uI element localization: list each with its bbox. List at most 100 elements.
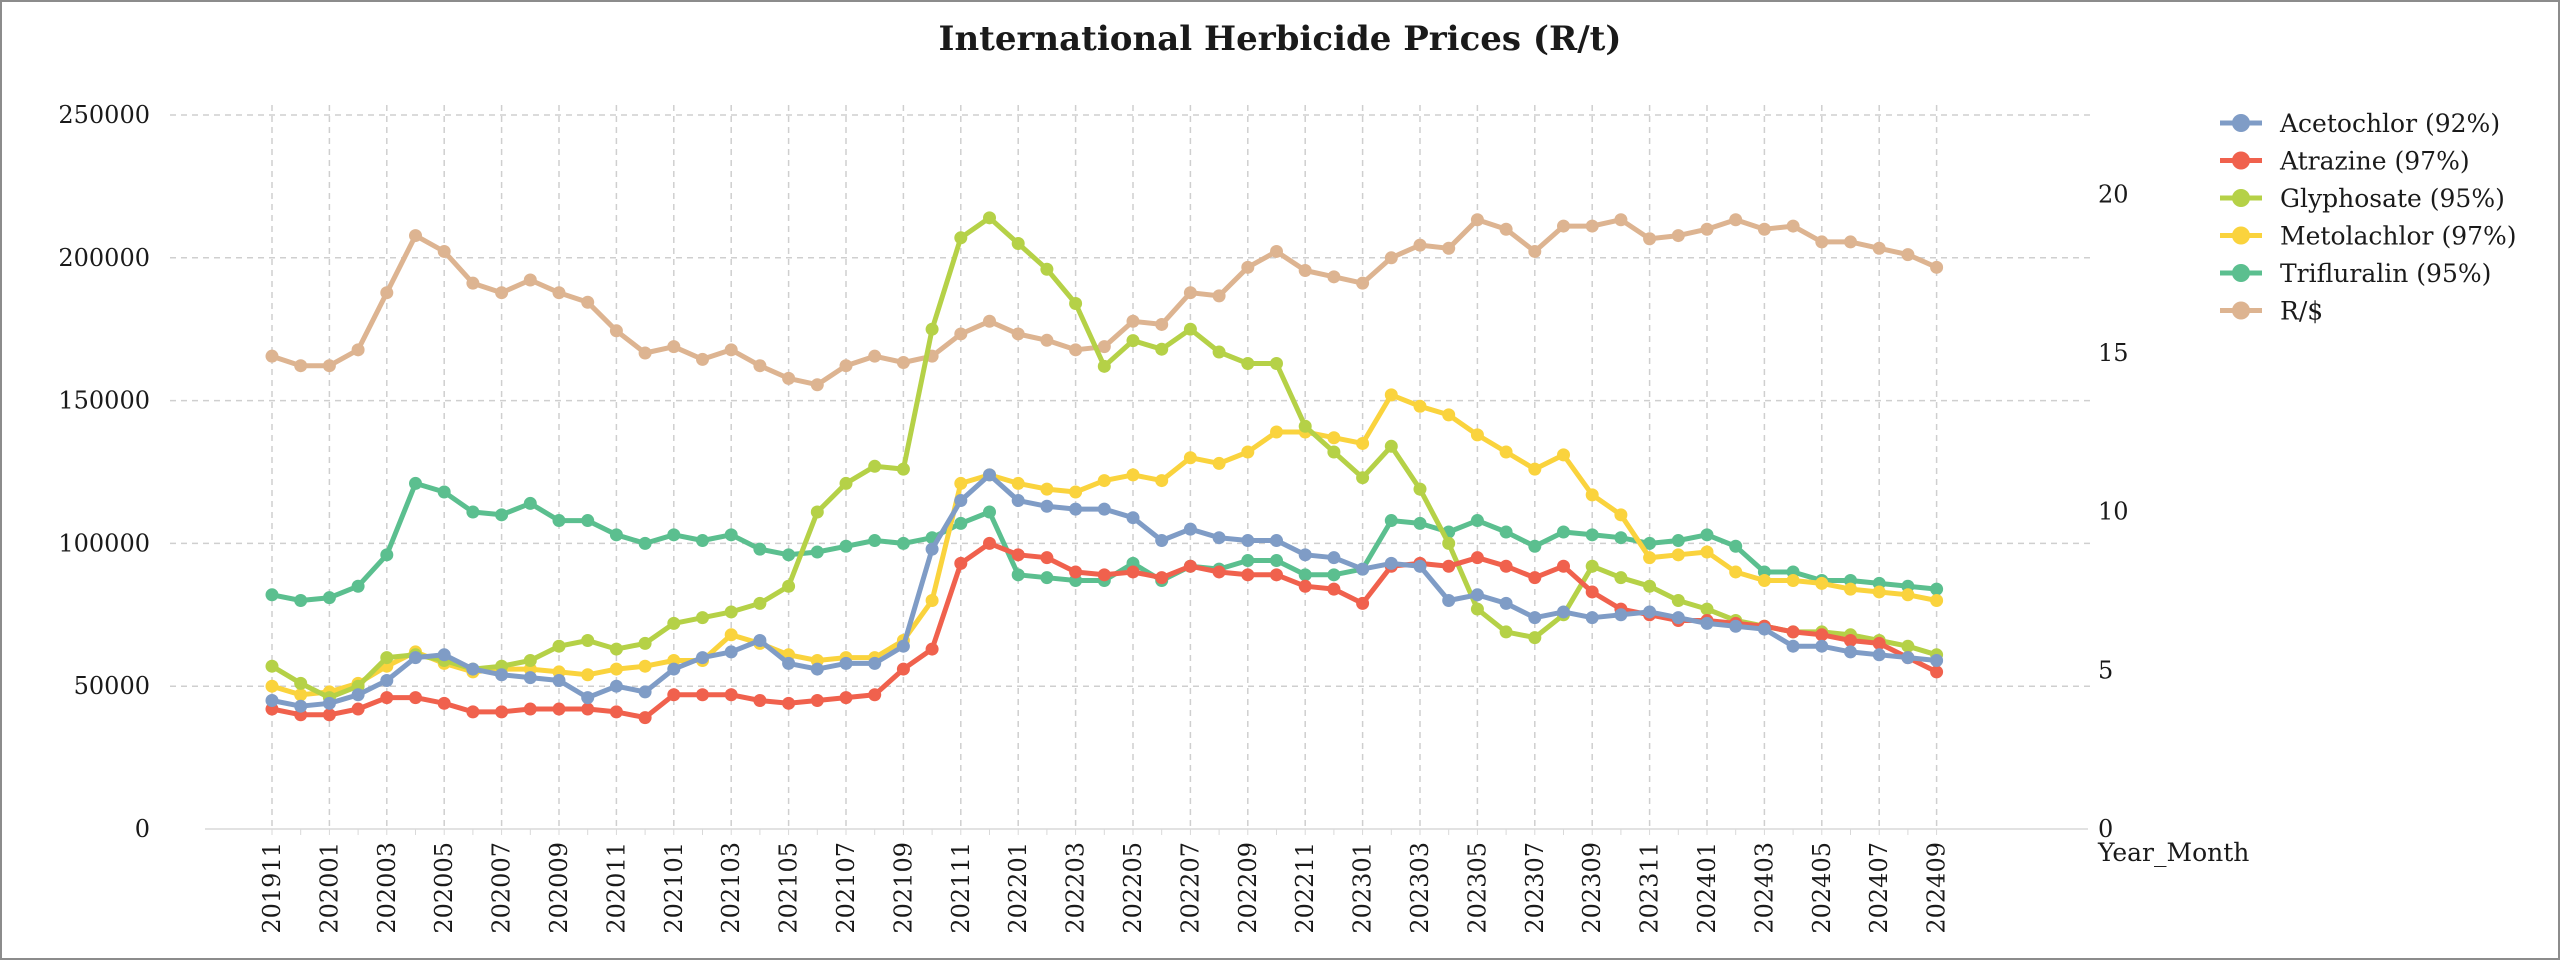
- x-tick-label: 202011: [602, 842, 630, 934]
- data-point: [409, 691, 422, 705]
- data-point: [1241, 534, 1255, 548]
- data-point: [810, 378, 824, 392]
- series-line-metolachlor-97: [271, 392, 1938, 698]
- data-point: [1270, 554, 1283, 568]
- data-point: [1212, 289, 1226, 303]
- data-point: [1442, 536, 1456, 550]
- data-point: [782, 579, 796, 593]
- y-tick-label: 200000: [58, 244, 150, 272]
- data-point: [667, 688, 681, 702]
- data-point: [265, 659, 279, 673]
- series-r: [265, 213, 1944, 392]
- data-point: [1298, 263, 1312, 277]
- legend-marker: [2232, 301, 2250, 320]
- data-point: [1614, 608, 1628, 622]
- legend-label: Metolachlor (97%): [2280, 222, 2517, 251]
- data-point: [1097, 568, 1111, 582]
- data-point: [1585, 585, 1599, 599]
- x-tick-label: 202311: [1636, 842, 1664, 934]
- data-point: [724, 343, 738, 357]
- data-point: [1585, 611, 1599, 625]
- data-point: [1183, 451, 1197, 465]
- data-point: [1011, 548, 1025, 562]
- data-point: [1786, 219, 1800, 233]
- data-point: [552, 702, 566, 716]
- data-point: [1040, 262, 1054, 276]
- data-point: [322, 708, 336, 722]
- data-point: [1442, 594, 1456, 608]
- data-point: [1585, 559, 1599, 573]
- data-point: [753, 359, 767, 373]
- y2-tick-label: 5: [2098, 656, 2113, 684]
- data-point: [437, 485, 451, 499]
- data-point: [868, 688, 882, 702]
- x-axis-title: Year_Month: [2097, 838, 2249, 867]
- data-point: [1872, 636, 1886, 650]
- data-point: [1241, 260, 1255, 274]
- data-point: [409, 229, 422, 243]
- data-point: [1040, 571, 1054, 585]
- data-point: [581, 668, 595, 682]
- x-tick-label: 202109: [889, 842, 917, 934]
- data-point: [1097, 502, 1111, 516]
- x-tick-label: 202301: [1349, 842, 1377, 934]
- data-point: [1557, 605, 1570, 619]
- data-point: [839, 691, 853, 705]
- data-point: [1643, 536, 1657, 550]
- data-point: [696, 352, 709, 366]
- x-tick-label: 202007: [488, 842, 516, 934]
- gridlines: [170, 105, 2090, 829]
- data-point: [1270, 568, 1283, 582]
- data-point: [1212, 565, 1226, 579]
- x-tick-label: 202103: [717, 842, 745, 934]
- y-tick-label: 0: [135, 815, 150, 843]
- data-point: [1011, 327, 1025, 341]
- data-point: [437, 648, 451, 662]
- data-point: [1384, 439, 1398, 453]
- data-point: [782, 656, 796, 670]
- data-point: [1499, 525, 1513, 539]
- data-point: [495, 508, 509, 522]
- legend-label: Atrazine (97%): [2279, 147, 2470, 176]
- data-point: [1499, 625, 1513, 639]
- data-point: [1528, 631, 1542, 645]
- x-tick-label: 202209: [1234, 842, 1262, 934]
- series-atrazine-97: [265, 536, 1944, 725]
- data-point: [1614, 531, 1628, 545]
- data-point: [839, 359, 853, 373]
- data-point: [265, 349, 279, 363]
- data-point: [1011, 476, 1025, 490]
- data-point: [1356, 276, 1370, 290]
- x-tick-label: 202401: [1693, 842, 1721, 934]
- data-point: [1126, 565, 1140, 579]
- data-point: [1040, 499, 1054, 513]
- data-point: [1126, 511, 1140, 525]
- data-point: [638, 536, 652, 550]
- data-point: [1126, 314, 1140, 328]
- data-point: [1815, 639, 1829, 653]
- data-point: [466, 276, 480, 290]
- data-point: [495, 286, 509, 300]
- y-tick-label: 50000: [74, 672, 150, 700]
- data-point: [1528, 539, 1542, 553]
- data-point: [810, 505, 824, 519]
- data-point: [753, 634, 767, 648]
- data-point: [1126, 334, 1140, 348]
- data-point: [265, 693, 279, 707]
- data-point: [1700, 616, 1714, 630]
- legend-label: Acetochlor (92%): [2279, 109, 2500, 138]
- legend-item-acetochlor-92: Acetochlor (92%): [2220, 109, 2500, 138]
- series-glyphosate-95: [265, 211, 1944, 705]
- data-point: [609, 324, 623, 338]
- data-point: [552, 639, 566, 653]
- data-point: [724, 645, 738, 659]
- x-tick-label: 202403: [1750, 842, 1778, 934]
- data-point: [1757, 622, 1771, 636]
- data-point: [1183, 522, 1197, 536]
- data-point: [1413, 482, 1427, 496]
- data-point: [265, 679, 279, 693]
- legend-marker: [2232, 189, 2250, 207]
- data-point: [782, 548, 796, 562]
- data-point: [1413, 238, 1427, 252]
